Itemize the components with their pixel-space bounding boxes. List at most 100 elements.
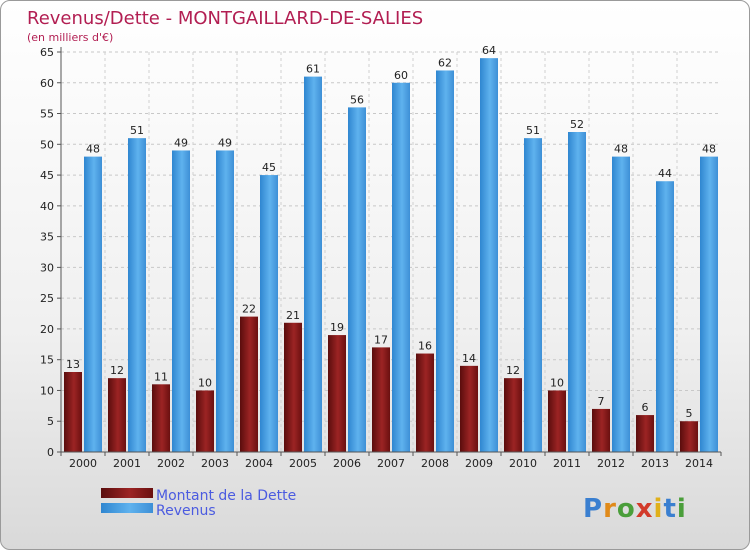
x-tick-label: 2011 (553, 457, 581, 470)
bar-revenus-value-label: 45 (262, 161, 276, 174)
bar-dette-value-label: 19 (330, 321, 344, 334)
bar-revenus (172, 150, 190, 452)
y-tick-label: 55 (40, 108, 54, 121)
bar-revenus-value-label: 60 (394, 69, 408, 82)
bar-dette (460, 365, 478, 452)
x-tick-label: 2008 (421, 457, 449, 470)
legend-label-dette: Montant de la Dette (156, 488, 296, 504)
x-tick-label: 2013 (641, 457, 669, 470)
bar-dette (548, 390, 566, 452)
x-tick-label: 2005 (289, 457, 317, 470)
bar-revenus (304, 76, 322, 452)
legend: Montant de la Dette Revenus (101, 488, 296, 519)
bar-revenus (128, 138, 146, 452)
legend-label-revenus: Revenus (156, 503, 216, 519)
bars: 1348125111491049224521611956176016621464… (64, 44, 718, 453)
bar-dette-value-label: 5 (686, 407, 693, 420)
bar-dette (504, 378, 522, 452)
bar-dette (64, 372, 82, 452)
bar-revenus-value-label: 48 (614, 143, 628, 156)
bar-revenus-value-label: 56 (350, 93, 364, 106)
bar-revenus (656, 181, 674, 452)
bar-dette-value-label: 11 (154, 370, 168, 383)
bar-revenus-value-label: 44 (658, 167, 672, 180)
svg-text:Proxiti: Proxiti (583, 494, 687, 524)
bar-dette-value-label: 14 (462, 352, 476, 365)
bar-dette (196, 390, 214, 452)
bar-dette-value-label: 10 (198, 376, 212, 389)
bar-revenus (260, 175, 278, 453)
x-tick-label: 2001 (113, 457, 141, 470)
bar-revenus-value-label: 49 (174, 136, 188, 149)
y-tick-label: 40 (40, 200, 54, 213)
y-tick-label: 25 (40, 292, 54, 305)
bar-dette-value-label: 13 (66, 358, 80, 371)
bar-revenus (436, 70, 454, 452)
grid-lines (61, 51, 721, 452)
x-tick-label: 2007 (377, 457, 405, 470)
y-tick-label: 20 (40, 323, 54, 336)
proxiti-logo: Proxiti (583, 494, 687, 524)
bar-revenus-value-label: 48 (86, 143, 100, 156)
x-tick-label: 2009 (465, 457, 493, 470)
bar-revenus (612, 156, 630, 452)
bar-dette (416, 353, 434, 452)
bar-dette (152, 384, 170, 452)
bar-revenus-value-label: 48 (702, 143, 716, 156)
bar-dette-value-label: 6 (642, 401, 649, 414)
bar-revenus (568, 132, 586, 452)
bar-revenus (216, 150, 234, 452)
chart-subtitle: (en milliers d'€) (27, 31, 113, 44)
y-tick-label: 60 (40, 77, 54, 90)
y-tick-label: 5 (47, 415, 54, 428)
chart-title: Revenus/Dette - MONTGAILLARD-DE-SALIES (27, 8, 423, 29)
bar-dette-value-label: 21 (286, 309, 300, 322)
y-tick-label: 15 (40, 354, 54, 367)
bar-revenus (348, 107, 366, 452)
bar-dette-value-label: 12 (110, 364, 124, 377)
bar-revenus (480, 58, 498, 453)
y-tick-label: 45 (40, 169, 54, 182)
y-tick-label: 50 (40, 138, 54, 151)
bar-revenus-value-label: 64 (482, 44, 496, 57)
bar-dette-value-label: 10 (550, 376, 564, 389)
bar-revenus (524, 138, 542, 452)
bar-dette-value-label: 17 (374, 333, 388, 346)
bar-revenus-value-label: 52 (570, 118, 584, 131)
bar-revenus-value-label: 51 (130, 124, 144, 137)
y-tick-label: 65 (40, 46, 54, 59)
x-tick-label: 2004 (245, 457, 273, 470)
bar-dette (680, 421, 698, 452)
x-tick-label: 2002 (157, 457, 185, 470)
bar-dette-value-label: 12 (506, 364, 520, 377)
bar-dette (284, 322, 302, 452)
bar-revenus (700, 156, 718, 452)
bar-dette-value-label: 16 (418, 340, 432, 353)
bar-dette-value-label: 7 (598, 395, 605, 408)
bar-dette (328, 335, 346, 452)
bar-dette (636, 415, 654, 452)
x-tick-label: 2010 (509, 457, 537, 470)
bar-revenus-value-label: 62 (438, 56, 452, 69)
x-tick-label: 2012 (597, 457, 625, 470)
x-tick-label: 2000 (69, 457, 97, 470)
legend-swatch-revenus (101, 503, 153, 513)
y-tick-label: 30 (40, 261, 54, 274)
bar-revenus-value-label: 51 (526, 124, 540, 137)
y-tick-label: 0 (47, 446, 54, 459)
bar-revenus (392, 82, 410, 453)
y-tick-label: 10 (40, 384, 54, 397)
legend-swatch-dette (101, 488, 153, 498)
bar-dette (372, 347, 390, 452)
bar-revenus (84, 156, 102, 452)
bar-revenus-value-label: 61 (306, 63, 320, 76)
y-tick-label: 35 (40, 231, 54, 244)
x-tick-label: 2006 (333, 457, 361, 470)
bar-dette-value-label: 22 (242, 303, 256, 316)
bar-dette (592, 408, 610, 452)
bar-dette (108, 378, 126, 452)
x-tick-label: 2003 (201, 457, 229, 470)
